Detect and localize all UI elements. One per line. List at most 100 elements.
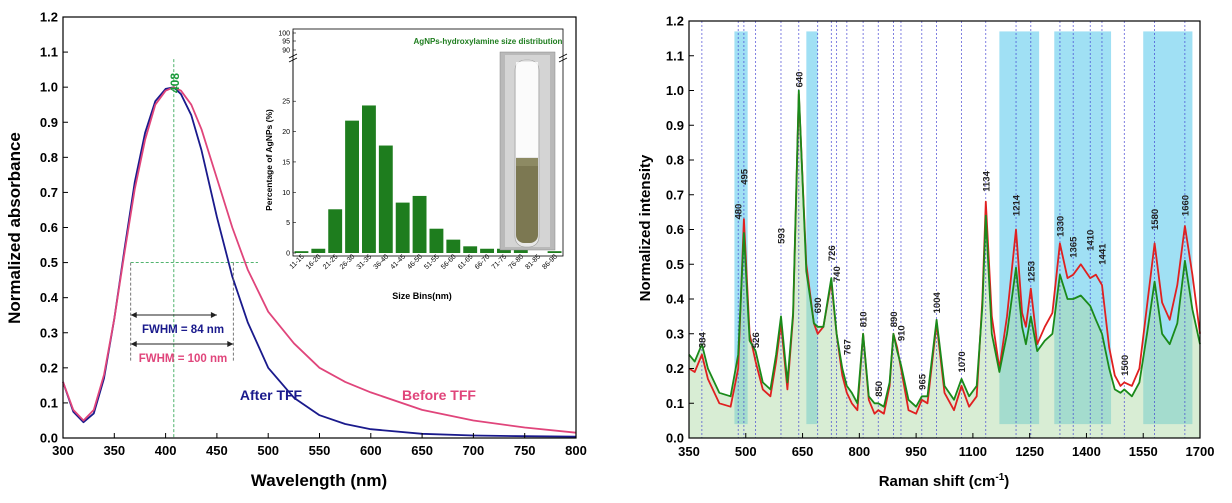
x-axis-title-sup: -1: [995, 472, 1004, 483]
inset-bar: [446, 239, 461, 253]
inset-bar: [345, 120, 359, 254]
y-tick-label: 1.0: [666, 83, 684, 98]
highlight-band: [999, 31, 1040, 425]
peak-label: 910: [896, 325, 907, 341]
x-tick-label: 550: [309, 443, 331, 458]
y-tick-group: 0.0 0.1 0.2 0.3 0.4 0.5 0.6 0.7 0.8 0.9 1.0 1.1 1.2: [40, 10, 68, 446]
inset-bar: [480, 248, 494, 253]
peak-label: 726: [827, 245, 838, 261]
vial-photo: [499, 51, 556, 251]
inset-y-tick-label-upper: 95: [282, 39, 290, 46]
guide-lines: [130, 59, 258, 438]
x-tick-label: 650: [411, 443, 433, 458]
x-tick-label: 500: [257, 443, 279, 458]
peak-label: 593: [776, 228, 787, 244]
y-tick-label: 0.6: [666, 222, 684, 237]
highlight-band: [734, 31, 748, 425]
x-tick-label: 1550: [1129, 444, 1158, 459]
legend-label-before: Before TFF: [402, 387, 476, 403]
y-tick-label: 1.0: [40, 80, 58, 95]
x-tick-label: 1100: [959, 444, 987, 459]
y-axis-title: Normalized absorbance: [5, 132, 24, 324]
x-tick-label: 650: [792, 444, 814, 459]
x-tick-label: 350: [678, 444, 700, 459]
x-axis-title-end: ): [1004, 473, 1009, 490]
y-tick-label: 0.3: [40, 325, 58, 340]
x-tick-label: 950: [905, 444, 927, 459]
absorbance-chart: 300 350 400 450 500 550 600 650 700 750 800 0.0 0.1…: [5, 10, 587, 491]
x-axis-title: Wavelength (nm): [251, 471, 387, 490]
x-axis-title: Raman shift (cm-1): [879, 472, 1010, 490]
x-tick-label: 400: [155, 443, 177, 458]
peak-label: 1365: [1069, 236, 1080, 258]
y-tick-label: 1.1: [40, 45, 58, 60]
inset-y-tick-label: 10: [282, 190, 290, 197]
x-tick-label: 1700: [1186, 444, 1215, 459]
peak-label: 1134: [981, 170, 992, 191]
peak-label: 480: [734, 204, 745, 220]
y-tick-label: 1.2: [666, 14, 684, 29]
inset-bar: [412, 195, 427, 253]
peak-label: 965: [917, 373, 928, 390]
y-tick-label: 0.0: [40, 431, 58, 446]
x-tick-label: 750: [514, 443, 536, 458]
inset-bar: [362, 105, 376, 253]
y-tick-label: 0.9: [666, 118, 684, 133]
x-tick-label: 450: [206, 443, 228, 458]
peak-label: 526: [751, 332, 762, 348]
y-axis-title: Normalized intensity: [637, 154, 654, 301]
peak-label: 1070: [957, 351, 968, 372]
x-tick-label: 700: [463, 443, 485, 458]
series-group: [688, 89, 1201, 415]
highlight-band: [806, 31, 818, 425]
y-tick-label: 0.8: [666, 153, 684, 168]
inset-axis-break-left: [288, 53, 298, 63]
x-tick-label: 800: [848, 444, 870, 459]
y-tick-label: 0.2: [666, 361, 684, 376]
inset-bar: [294, 251, 309, 253]
peak-label-group: 3844804955265936406907267407678108508909…: [697, 72, 1191, 397]
area-fill-group: [689, 90, 1200, 438]
inset-bar: [429, 228, 444, 253]
inset-bar: [378, 145, 393, 253]
peak-label: 740: [832, 266, 843, 282]
y-tick-label: 0.0: [666, 431, 684, 446]
fwhm-arrow-before-head-right: [227, 341, 234, 347]
inset-y-tick-label-upper: 90: [282, 48, 290, 55]
peak-label: 767: [842, 339, 853, 355]
peak-label: 495: [739, 168, 750, 185]
inset-y-axis-title: Percentage of AgNPs (%): [264, 109, 274, 211]
inset-bar: [328, 209, 343, 253]
fwhm-arrow-after-head-right: [210, 312, 217, 318]
inset-y-tick-label: 25: [282, 99, 290, 106]
inset-size-distribution: 11-15 16-20 21-25 26-30 31-35 36-40 41-45 46-50…: [264, 28, 568, 301]
fwhm-arrow-after-head-left: [130, 312, 137, 318]
y-tick-label: 0.7: [40, 185, 58, 200]
y-tick-label: 0.2: [40, 360, 58, 375]
peak-label: 384: [697, 332, 708, 349]
inset-axis-break-right: [558, 53, 568, 63]
x-tick-label: 300: [52, 443, 74, 458]
inset-y-tick-label: 5: [286, 220, 290, 227]
series-area-fill: [689, 90, 1200, 438]
x-tick-label: 1250: [1015, 444, 1044, 459]
inset-x-axis-title: Size Bins(nm): [392, 291, 452, 301]
x-axis-title-text: Raman shift (cm: [879, 473, 996, 490]
series-line-1: [62, 86, 577, 434]
inset-bar: [395, 202, 410, 253]
y-tick-label: 0.4: [40, 290, 59, 305]
x-tick-label: 350: [103, 443, 125, 458]
y-tick-label: 0.5: [40, 255, 58, 270]
peak-label: 1253: [1026, 261, 1037, 282]
inset-y-tick-label: 15: [282, 159, 290, 166]
inset-y-tick-label: 20: [282, 129, 290, 136]
series-line-1: [688, 89, 1201, 408]
y-tick-label: 1.1: [666, 48, 684, 63]
inset-x-tick-label: 11-15: [289, 253, 306, 270]
y-tick-label: 0.9: [40, 115, 58, 130]
inset-y-tick-label: 0: [286, 251, 290, 258]
peak-label: 810: [859, 311, 870, 327]
peak-label: 850: [874, 381, 885, 397]
peak-label: 1214: [1012, 194, 1023, 216]
inset-bar: [513, 248, 528, 253]
